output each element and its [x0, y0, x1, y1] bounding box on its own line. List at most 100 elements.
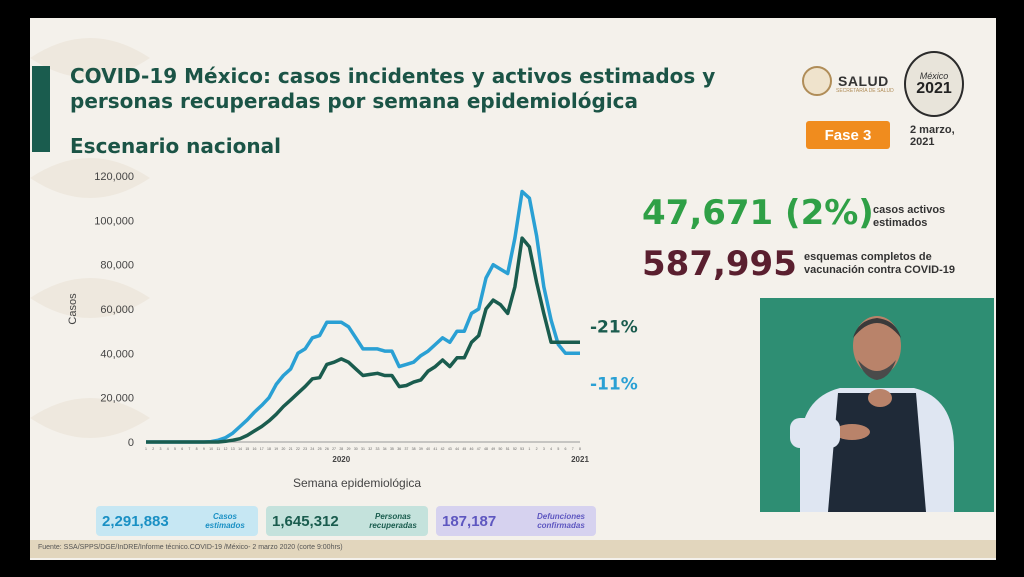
salud-logo-text: SALUD [838, 73, 889, 89]
x-tick-label: 31 [361, 447, 365, 451]
x-tick-label: 3 [159, 447, 161, 451]
x-tick-label: 49 [491, 447, 495, 451]
x-tick-label: 11 [217, 447, 221, 451]
slide-subtitle: Escenario nacional [70, 134, 281, 158]
sign-language-interpreter-video [760, 298, 994, 512]
x-tick-label: 18 [267, 447, 271, 451]
x-tick-label: 7 [572, 447, 574, 451]
x-tick-label: 1 [145, 447, 147, 451]
slide: COVID-19 México: casos incidentes y acti… [30, 18, 996, 560]
y-tick-label: 60,000 [100, 304, 134, 316]
x-tick-label: 20 [281, 447, 285, 451]
interpreter-figure [760, 298, 994, 512]
x-tick-label: 19 [274, 447, 278, 451]
weekly-cases-chart: 0 20,000 40,000 60,000 80,000 100,000 120,000 C… [67, 171, 638, 490]
x-tick-label: 12 [224, 447, 228, 451]
x-tick-label: 4 [167, 447, 169, 451]
x-tick-label: 1 [528, 447, 530, 451]
y-tick-label: 0 [128, 437, 134, 449]
x-tick-label: 46 [470, 447, 474, 451]
x-tick-label: 38 [412, 447, 416, 451]
series-change-label-1: -21% [590, 317, 638, 337]
x-tick-label: 28 [339, 447, 343, 451]
x-tick-label: 52 [513, 447, 517, 451]
x-tick-label: 26 [325, 447, 329, 451]
source-footer: Fuente: SSA/SPPS/DGE/InDRE/Informe técni… [30, 540, 996, 558]
x-tick-label: 14 [238, 447, 242, 451]
y-tick-label: 100,000 [94, 215, 134, 227]
recovered-value: 1,645,312 [272, 512, 339, 530]
title-accent-bar [32, 66, 50, 152]
series-line-0 [146, 189, 580, 444]
x-tick-label: 41 [433, 447, 437, 451]
x-tick-label: 40 [426, 447, 430, 451]
x-tick-label: 32 [368, 447, 372, 451]
x-tick-label: 48 [484, 447, 488, 451]
slide-date: 2 marzo, 2021 [910, 124, 955, 148]
year-label: 2020 [332, 455, 350, 464]
x-tick-label: 15 [245, 447, 249, 451]
mexico-2021-logo: México 2021 [904, 51, 964, 117]
x-tick-label: 44 [455, 447, 459, 451]
active-cases-value: 47,671 (2%) [642, 193, 874, 233]
vaccination-value: 587,995 [642, 244, 797, 284]
mexico-logo-year: 2021 [916, 80, 952, 97]
x-tick-label: 8 [196, 447, 198, 451]
x-tick-label: 9 [203, 447, 205, 451]
x-axis-label: Semana epidemiológica [293, 476, 421, 490]
y-tick-label: 120,000 [94, 171, 134, 183]
x-tick-label: 33 [376, 447, 380, 451]
x-tick-label: 43 [448, 447, 452, 451]
x-tick-label: 5 [557, 447, 559, 451]
mexico-logo-text: México [919, 71, 949, 81]
x-tick-label: 16 [253, 447, 257, 451]
x-tick-label: 2 [536, 447, 538, 451]
estimated-cases-value: 2,291,883 [102, 512, 169, 530]
x-tick-label: 7 [188, 447, 190, 451]
phase-badge: Fase 3 [806, 121, 890, 149]
deaths-value: 187,187 [442, 512, 497, 530]
y-axis-label: Casos [67, 293, 79, 325]
x-tick-label: 6 [181, 447, 183, 451]
x-tick-label: 23 [303, 447, 307, 451]
pill-estimated-cases: 2,291,883 Casos estimados [96, 506, 258, 536]
y-tick-label: 20,000 [100, 393, 134, 405]
x-tick-label: 29 [347, 447, 351, 451]
x-tick-label: 30 [354, 447, 358, 451]
x-tick-label: 17 [260, 447, 264, 451]
salud-logo-subtext: SECRETARÍA DE SALUD [836, 88, 894, 94]
x-tick-label: 51 [506, 447, 510, 451]
x-tick-label: 37 [404, 447, 408, 451]
x-tick-label: 42 [441, 447, 445, 451]
x-tick-label: 21 [289, 447, 293, 451]
x-tick-label: 6 [565, 447, 567, 451]
x-tick-label: 24 [310, 447, 314, 451]
deaths-label: Defunciones confirmadas [536, 512, 585, 530]
series-line-1 [146, 236, 580, 444]
salud-logo: SALUD [802, 66, 889, 96]
slide-title: COVID-19 México: casos incidentes y acti… [70, 64, 716, 113]
x-tick-label: 47 [477, 447, 481, 451]
x-tick-label: 22 [296, 447, 300, 451]
active-cases-label: casos activos estimados [873, 204, 946, 229]
x-tick-label: 34 [383, 447, 387, 451]
source-text: Fuente: SSA/SPPS/DGE/InDRE/Informe técni… [38, 544, 343, 551]
x-tick-label: 39 [419, 447, 423, 451]
x-tick-label: 13 [231, 447, 235, 451]
x-tick-label: 36 [397, 447, 401, 451]
x-tick-label: 4 [550, 447, 552, 451]
x-tick-label: 5 [174, 447, 176, 451]
series-change-label-0: -11% [590, 374, 638, 394]
x-tick-label: 3 [543, 447, 545, 451]
y-tick-label: 80,000 [100, 260, 134, 272]
estimated-cases-label: Casos estimados [205, 512, 245, 530]
pill-recovered: 1,645,312 Personas recuperadas [266, 506, 428, 536]
x-tick-label: 8 [579, 447, 581, 451]
x-tick-label: 27 [332, 447, 336, 451]
x-tick-label: 50 [498, 447, 502, 451]
salud-seal-icon [802, 66, 832, 96]
x-tick-label: 2 [152, 447, 154, 451]
vaccination-label: esquemas completos de vacunación contra … [804, 251, 955, 276]
y-tick-label: 40,000 [100, 348, 134, 360]
pill-deaths: 187,187 Defunciones confirmadas [436, 506, 596, 536]
